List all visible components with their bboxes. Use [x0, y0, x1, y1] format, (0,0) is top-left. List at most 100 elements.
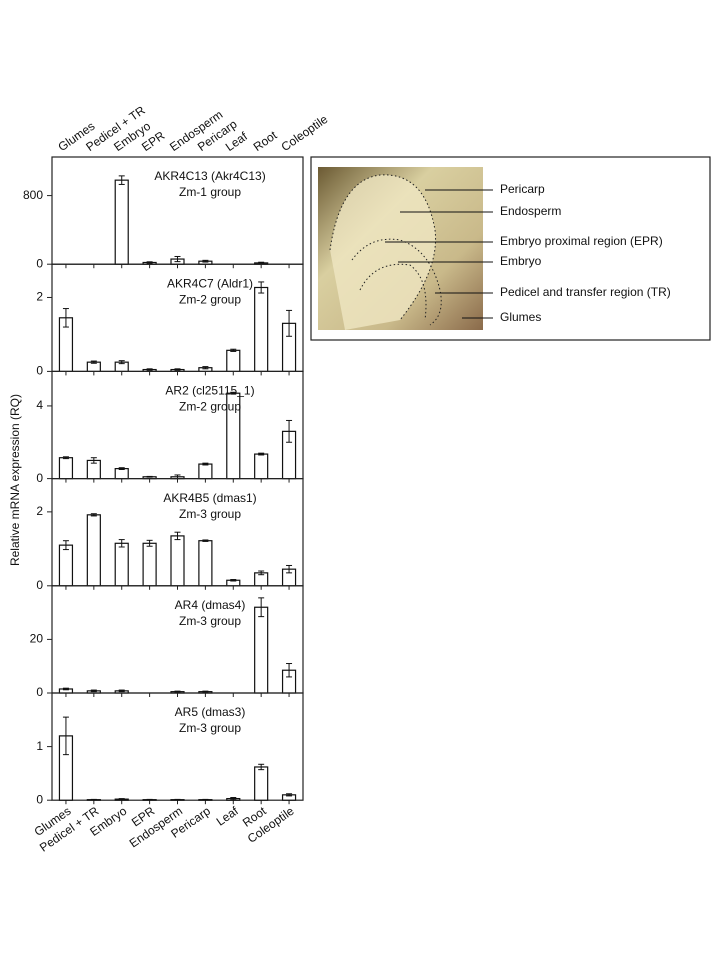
panel-subtitle: Zm-3 group — [179, 614, 241, 628]
bar — [58, 457, 74, 480]
error-bar — [286, 793, 293, 797]
panel-title: AR5 (dmas3) — [175, 705, 246, 719]
y-tick-label: 0 — [36, 792, 43, 806]
error-bar — [90, 360, 97, 364]
error-bar — [90, 513, 97, 517]
outline — [329, 174, 437, 321]
bar — [198, 463, 213, 480]
error-bar — [174, 531, 181, 541]
bottom-category-label: Leaf — [214, 803, 242, 828]
error-bar — [146, 368, 153, 371]
error-bar — [258, 452, 265, 456]
error-bar — [62, 540, 69, 551]
inset-label: Glumes — [500, 310, 541, 324]
error-bar — [286, 309, 293, 337]
error-bar — [202, 798, 209, 801]
error-bar — [118, 467, 125, 471]
error-bar — [202, 539, 209, 542]
bar — [226, 349, 241, 372]
error-bar — [258, 597, 265, 618]
panel-subtitle: Zm-3 group — [179, 721, 241, 735]
panel-subtitle: Zm-2 group — [179, 400, 241, 414]
error-bar — [146, 475, 153, 478]
error-bar — [118, 175, 125, 185]
error-bar — [174, 368, 181, 371]
error-bar — [90, 798, 97, 801]
bar — [114, 468, 129, 480]
bar — [198, 540, 213, 587]
y-tick-label: 2 — [36, 504, 43, 518]
y-tick-label: 0 — [36, 578, 43, 592]
error-bar — [202, 259, 209, 263]
y-axis-label: Relative mRNA expression (RQ) — [8, 394, 22, 566]
y-tick-label: 0 — [36, 256, 43, 270]
panel-subtitle: Zm-3 group — [179, 507, 241, 521]
panel-title: AKR4B5 (dmas1) — [163, 491, 256, 505]
error-bar — [90, 689, 97, 693]
bar — [142, 542, 157, 587]
y-tick-label: 0 — [36, 685, 43, 699]
error-bar — [90, 457, 97, 464]
y-tick-label: 1 — [36, 739, 43, 753]
error-bar — [230, 348, 237, 352]
y-tick-label: 800 — [23, 188, 43, 202]
error-bar — [146, 261, 153, 264]
bar — [58, 544, 74, 587]
error-bar — [118, 798, 125, 801]
inset-label: Embryo proximal region (EPR) — [500, 234, 663, 248]
y-tick-label: 4 — [36, 398, 43, 412]
inset: Pericarp Endosperm Embryo proximal region … — [310, 156, 711, 341]
y-tick-label: 0 — [36, 471, 43, 485]
error-bar — [202, 366, 209, 370]
bar — [254, 453, 269, 480]
y-tick-label: 0 — [36, 364, 43, 378]
kernel-shape — [330, 174, 436, 330]
error-bar — [258, 570, 265, 576]
error-bar — [202, 462, 209, 466]
panel-title: AKR4C13 (Akr4C13) — [154, 169, 265, 183]
panel-title: AR4 (dmas4) — [175, 598, 246, 612]
bar — [114, 542, 129, 587]
error-bar — [258, 281, 265, 294]
panel-subtitle: Zm-2 group — [179, 292, 241, 306]
panel-title: AR2 (cl25115_1) — [165, 384, 254, 398]
error-bar — [258, 261, 265, 265]
top-category-label: Coleoptile — [279, 112, 331, 154]
error-bar — [62, 456, 69, 460]
error-bar — [146, 798, 153, 801]
error-bar — [230, 579, 237, 582]
top-category-label: Root — [251, 128, 280, 154]
panel-subtitle: Zm-1 group — [179, 185, 241, 199]
error-bar — [286, 419, 293, 443]
outline — [351, 238, 442, 326]
error-bar — [258, 763, 265, 771]
error-bar — [174, 255, 181, 263]
inset-label: Pericarp — [500, 182, 545, 196]
error-bar — [146, 539, 153, 547]
error-bar — [118, 360, 125, 365]
inset-label: Endosperm — [500, 204, 561, 218]
error-bar — [62, 716, 69, 756]
inset-label: Pedicel and transfer region (TR) — [500, 285, 671, 299]
error-bar — [118, 539, 125, 548]
bar — [254, 766, 269, 801]
error-bar — [230, 797, 237, 801]
error-bar — [174, 690, 181, 693]
error-bar — [202, 690, 209, 693]
error-bar — [174, 798, 181, 801]
error-bar — [118, 689, 125, 693]
error-bar — [62, 687, 69, 691]
bar — [170, 535, 185, 587]
error-bar — [230, 391, 237, 395]
inset-label: Embryo — [500, 254, 542, 268]
error-bar — [286, 663, 293, 678]
bar — [254, 606, 269, 694]
bar — [254, 286, 269, 373]
y-tick-label: 20 — [30, 632, 44, 646]
outline — [359, 263, 427, 321]
bar — [114, 179, 129, 265]
y-tick-label: 2 — [36, 290, 43, 304]
bar — [86, 514, 101, 587]
